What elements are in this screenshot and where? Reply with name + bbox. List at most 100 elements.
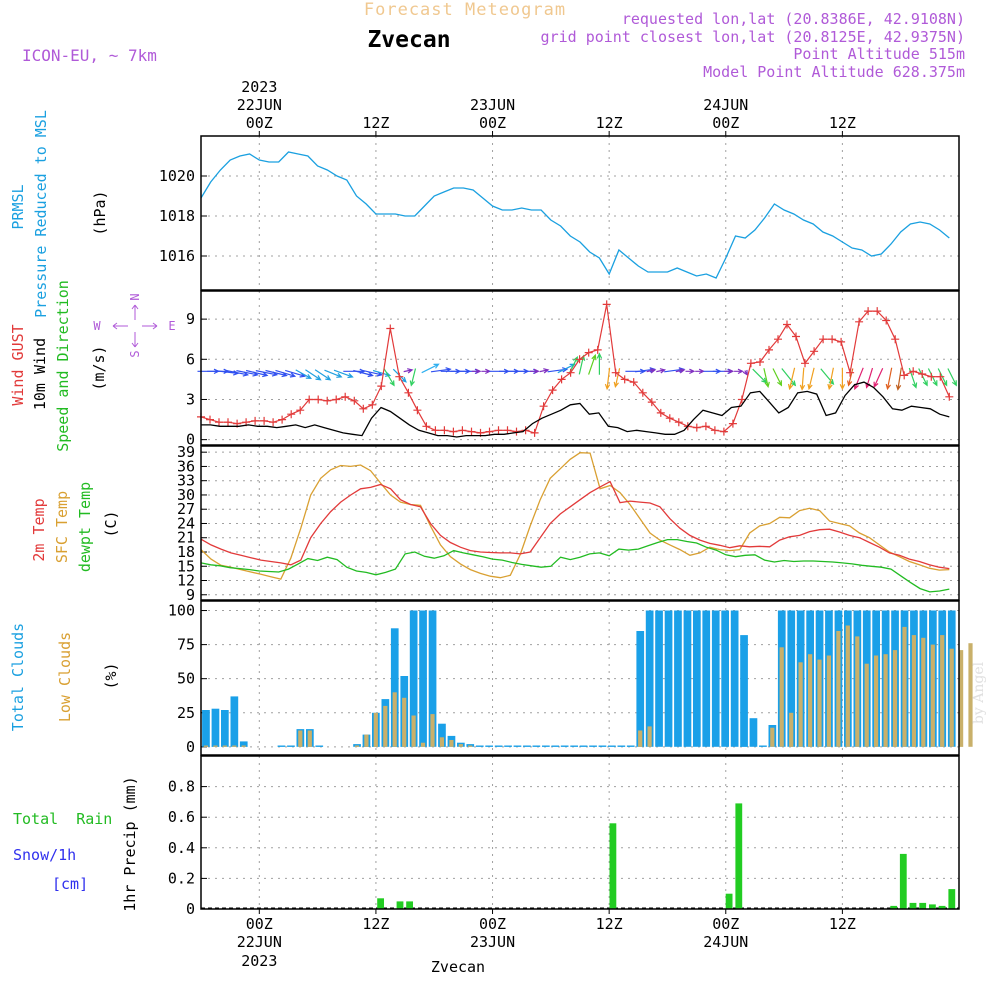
gust-marker (819, 335, 828, 344)
total-cloud-bar (711, 610, 720, 747)
requested-location: requested lon,lat (20.8386E, 42.9108N) (622, 10, 965, 28)
compass-west: W (93, 319, 101, 333)
gust-marker (647, 398, 656, 407)
gust-marker (900, 371, 909, 380)
bottom-time-label: 12Z (829, 915, 856, 933)
prmsl-label: PRMSL (9, 184, 27, 229)
low-cloud-bar (789, 712, 794, 747)
bottom-date-label: 24JUN (703, 933, 748, 951)
gust-marker (611, 368, 620, 377)
low-cloud-bar (383, 705, 388, 747)
wind-direction-arrow (947, 368, 957, 387)
gust-marker (909, 367, 918, 376)
y-tick-label: 21 (177, 529, 195, 547)
gust-marker (350, 396, 359, 405)
low-cloud-bar (638, 730, 643, 747)
gust-marker (431, 426, 440, 435)
total-cloud-bar (693, 610, 701, 747)
low-cloud-bar (770, 727, 775, 747)
y-tick-label: 36 (177, 457, 195, 475)
gust-marker (323, 396, 332, 405)
y-tick-label: 1018 (159, 207, 195, 225)
y-tick-label: 0 (186, 738, 195, 756)
wind-direction-arrow (421, 363, 440, 374)
low-cloud-bar (959, 650, 964, 747)
gust-marker (855, 317, 864, 326)
gust-marker (539, 402, 548, 411)
top-time-label: 12Z (596, 114, 623, 132)
gust-marker (593, 345, 602, 354)
y-tick-label: 33 (177, 472, 195, 490)
gust-marker (278, 415, 287, 424)
y-tick-label: 75 (177, 636, 195, 654)
low-cloud-bar (921, 637, 926, 747)
total-cloud-bar (560, 745, 569, 747)
low-cloud-bar (968, 643, 973, 747)
low-cloud-bar (836, 631, 841, 747)
low-cloud-bar (779, 647, 784, 747)
low-cloud-bar (458, 744, 463, 747)
low-cloud-bar (411, 715, 416, 747)
gust-marker (404, 388, 413, 397)
gust-marker (882, 316, 891, 325)
wind-direction-arrow (333, 369, 354, 379)
wind-direction-arrow (646, 368, 657, 374)
y-tick-label: 50 (177, 670, 195, 688)
gust-marker (801, 359, 809, 368)
bottom-time-label: 12Z (596, 915, 623, 933)
total-cloud-bar (532, 745, 541, 747)
precip-unit-label: 1hr Precip (mm) (121, 776, 139, 911)
y-tick-label: 1016 (159, 247, 195, 265)
gust-marker (756, 358, 764, 366)
panel-frame (200, 600, 960, 756)
low-cloud-bar (930, 644, 935, 747)
total-cloud-bar (787, 610, 796, 747)
low-cloud-bar (430, 714, 435, 747)
wind-direction-arrow (827, 367, 834, 391)
rain-bar (609, 823, 617, 909)
panel-frame (200, 135, 960, 291)
sfc-temp-line (200, 452, 950, 580)
y-tick-label: 1020 (159, 167, 195, 185)
total-cloud-bar (315, 745, 324, 747)
wind-direction-arrow (664, 367, 685, 373)
total-cloud-bar (353, 744, 361, 747)
rain-bar (919, 902, 927, 909)
wind-direction-arrow (383, 368, 395, 387)
wind-direction-arrow (847, 368, 854, 387)
bottom-date-label: 23JUN (470, 933, 515, 951)
y-tick-label: 25 (177, 704, 195, 722)
total-clouds-label: Total Clouds (9, 623, 27, 731)
low-cloud-bar (241, 745, 246, 747)
wind-compass: N S W E (93, 293, 175, 357)
low-cloud-bar (940, 635, 945, 747)
gust-marker (260, 416, 269, 425)
gust-marker (386, 324, 395, 333)
y-tick-label: 12 (177, 572, 195, 590)
rain-bar (406, 901, 413, 909)
wind-direction-arrow (245, 369, 269, 378)
top-time-label: 12Z (362, 114, 389, 132)
gust-marker (728, 419, 737, 428)
gust-marker (395, 372, 404, 381)
wind-direction-arrow (918, 368, 928, 387)
gust-marker (224, 418, 232, 427)
wind-direction-arrow (314, 369, 332, 381)
chart-title: Forecast Meteogram (364, 0, 566, 20)
top-date-label: 23JUN (470, 96, 515, 114)
gust-marker (287, 410, 296, 419)
low-cloud-bar (845, 625, 850, 747)
pressure-labels: PRMSL Pressure Reduced to MSL (hPa) (9, 110, 109, 318)
dewpt-temp-label: dewpt Temp (76, 482, 94, 572)
gust-marker (602, 300, 611, 309)
total-cloud-bar (608, 745, 616, 747)
total-cloud-bar (721, 610, 729, 747)
total-cloud-bar (749, 718, 758, 747)
wind-direction-arrow (403, 368, 414, 374)
sfc-temp-label: SFC Temp (53, 491, 71, 563)
wind-speed-line (201, 381, 950, 438)
low-cloud-bar (902, 626, 907, 747)
low-cloud-bar (203, 745, 208, 747)
gust-marker (765, 345, 773, 354)
footer-location: Zvecan (431, 958, 485, 976)
